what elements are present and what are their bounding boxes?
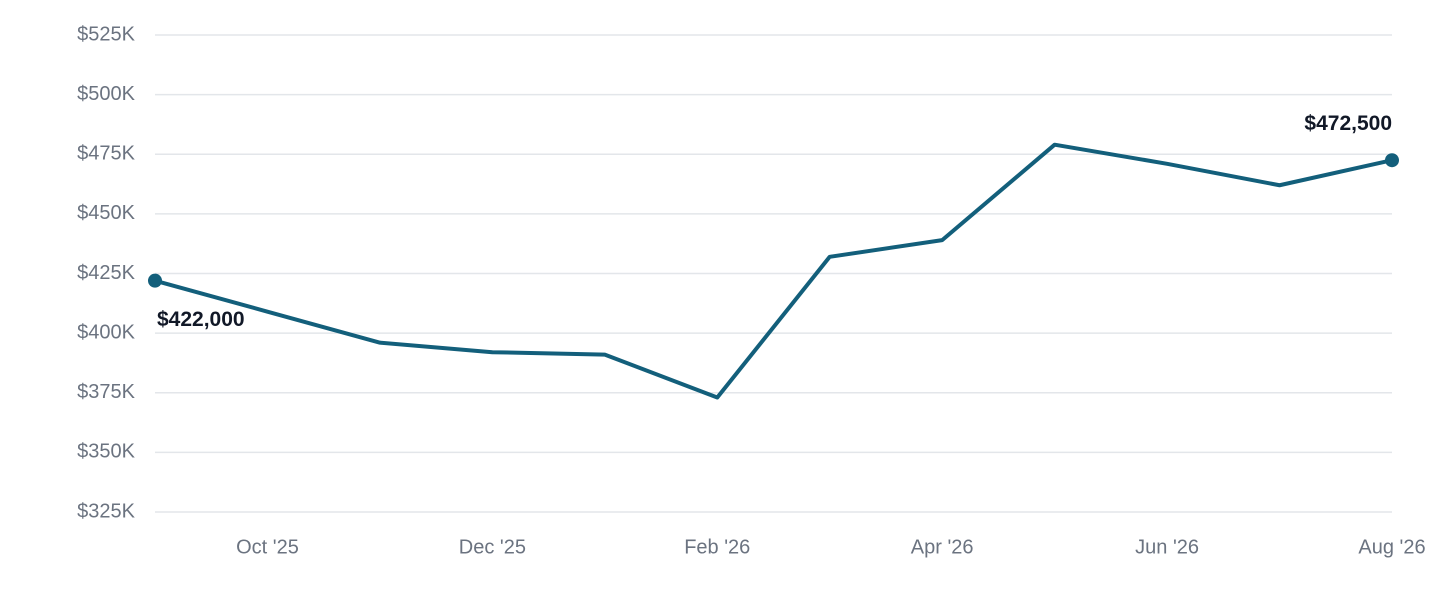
y-tick-label: $375K	[77, 381, 135, 403]
y-tick-label: $350K	[77, 441, 135, 463]
y-tick-label: $525K	[77, 23, 135, 45]
y-tick-label: $450K	[77, 202, 135, 224]
value-label: $422,000	[157, 308, 245, 331]
data-point	[1385, 153, 1399, 168]
x-tick-label: Feb '26	[684, 536, 750, 558]
data-point	[148, 273, 162, 288]
data-line	[153, 142, 1394, 400]
x-tick-label: Apr '26	[911, 536, 974, 558]
x-tick-label: Jun '26	[1135, 536, 1199, 558]
y-tick-label: $425K	[77, 262, 135, 284]
y-tick-label: $500K	[77, 83, 135, 105]
value-label: $472,500	[1304, 112, 1392, 135]
y-tick-label: $475K	[77, 143, 135, 165]
x-tick-label: Oct '25	[236, 536, 299, 558]
y-tick-label: $325K	[77, 500, 135, 522]
x-tick-label: Dec '25	[459, 536, 526, 558]
x-tick-label: Aug '26	[1358, 536, 1425, 558]
y-tick-label: $400K	[77, 321, 135, 343]
